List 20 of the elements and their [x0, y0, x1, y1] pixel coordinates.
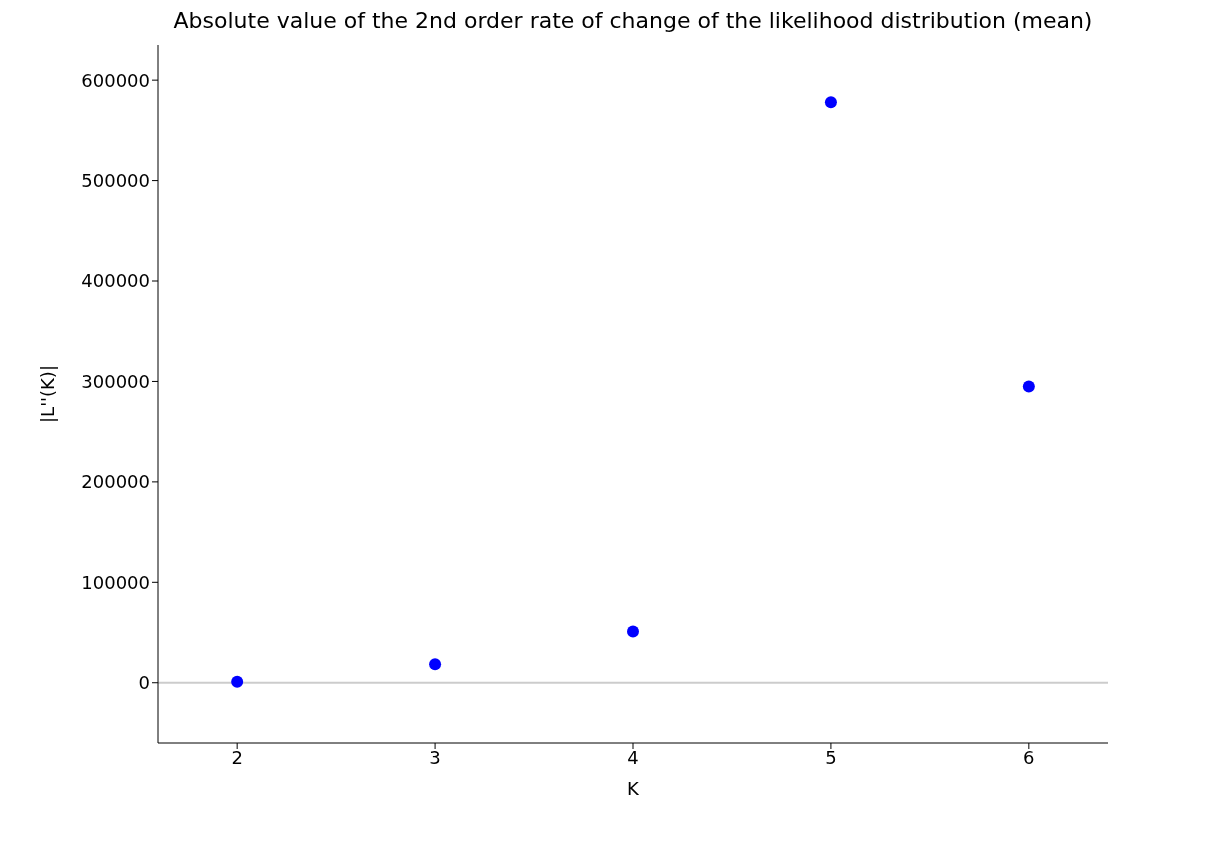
point — [824, 96, 837, 109]
point — [429, 658, 442, 671]
x-axis-title: K — [627, 778, 641, 799]
x-tick-label: 3 — [429, 746, 441, 768]
y-tick-label: 0 — [138, 672, 150, 694]
y-axis-title: |L''(K)| — [37, 365, 59, 423]
point — [627, 625, 639, 638]
point — [1022, 380, 1035, 393]
y-tick-label: 500000 — [81, 169, 150, 191]
x-tick-label: 6 — [1023, 746, 1035, 768]
x-tick-label: 2 — [231, 746, 243, 768]
y-tick-label: 100000 — [81, 571, 150, 593]
y-tick-label: 200000 — [81, 471, 150, 493]
y-tick-label: 600000 — [81, 69, 150, 91]
y-tick-label: 300000 — [81, 370, 150, 392]
chart-title: Absolute value of the 2nd order rate of change of the likelihood distribution (mean) — [172, 8, 1094, 33]
x-tick-label: 5 — [825, 746, 837, 768]
x-tick-label: 4 — [627, 746, 639, 768]
y-tick-label: 400000 — [81, 270, 150, 292]
point — [231, 675, 244, 688]
